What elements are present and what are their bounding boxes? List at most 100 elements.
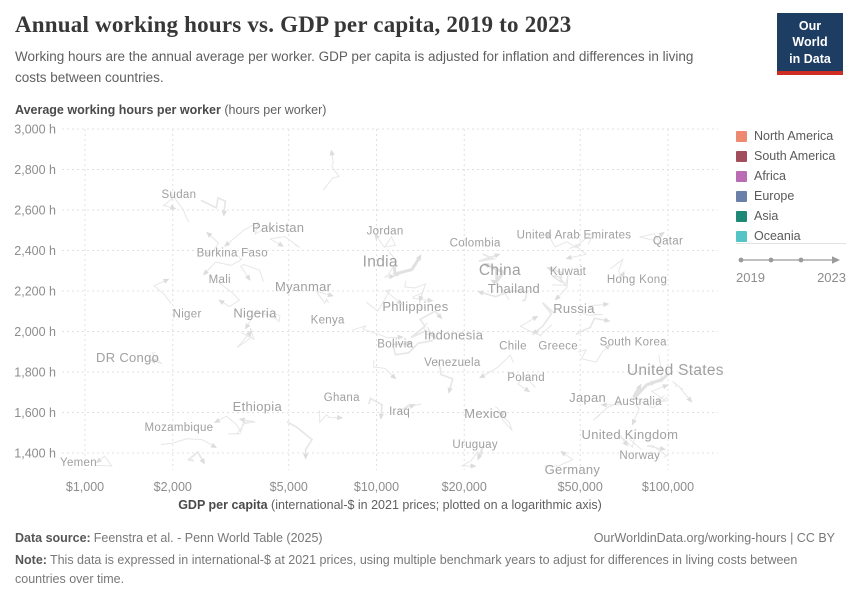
country-label-ethiopia[interactable]: Ethiopia — [233, 399, 283, 414]
footnote-text: This data is expressed in international-… — [15, 553, 798, 586]
legend-item-asia[interactable]: Asia — [736, 209, 835, 223]
country-label-niger[interactable]: Niger — [173, 308, 202, 320]
x-tick-label: $1,000 — [66, 480, 104, 494]
country-label-qatar[interactable]: Qatar — [653, 235, 683, 247]
country-label-south-korea[interactable]: South Korea — [600, 337, 668, 349]
legend-item-south-america[interactable]: South America — [736, 149, 835, 163]
country-label-ghana[interactable]: Ghana — [324, 392, 360, 404]
legend-label: Oceania — [754, 229, 801, 243]
country-label-hong-kong[interactable]: Hong Kong — [607, 274, 667, 286]
country-label-iraq[interactable]: Iraq — [389, 406, 410, 418]
continent-legend: North America South America Africa Europ… — [736, 129, 835, 249]
country-label-norway[interactable]: Norway — [619, 450, 660, 462]
gridlines — [62, 128, 718, 470]
color-swatch-icon — [736, 130, 747, 142]
timeline-arrow-icon — [832, 256, 840, 264]
page-title: Annual working hours vs. GDP per capita,… — [15, 12, 572, 37]
footnote: Note: This data is expressed in internati… — [15, 551, 835, 589]
y-tick-label: 2,400 h — [14, 244, 56, 258]
owid-logo-line2: in Data — [789, 51, 831, 66]
timeline-slider[interactable] — [736, 253, 846, 267]
legend-label: South America — [754, 149, 836, 163]
country-label-burkina-faso[interactable]: Burkina Faso — [197, 248, 268, 260]
data-source: Data source: Feenstra et al. - Penn World… — [15, 531, 323, 545]
y-tick-label: 2,200 h — [14, 285, 56, 299]
series-trails — [95, 149, 693, 469]
x-tick-label: $50,000 — [558, 480, 603, 494]
country-label-kenya[interactable]: Kenya — [311, 314, 345, 326]
color-swatch-icon — [736, 170, 747, 182]
footnote-label: Note: — [15, 553, 47, 567]
country-label-united-arab-emirates[interactable]: United Arab Emirates — [517, 229, 632, 241]
country-label-chile[interactable]: Chile — [499, 341, 527, 353]
country-label-australia[interactable]: Australia — [614, 396, 662, 408]
page-subtitle: Working hours are the annual average per… — [15, 49, 694, 85]
country-label-poland[interactable]: Poland — [507, 372, 545, 384]
legend-item-europe[interactable]: Europe — [736, 189, 835, 203]
legend-label: Africa — [754, 169, 786, 183]
color-swatch-icon — [736, 150, 747, 162]
axis-ticks: 3,000 h 2,800 h 2,600 h 2,400 h 2,200 h 2,000… — [14, 123, 694, 495]
y-axis-title: Average working hours per worker (hours … — [15, 103, 326, 117]
country-label-mexico[interactable]: Mexico — [464, 406, 507, 421]
chart-footer: Data source: Feenstra et al. - Penn World… — [15, 531, 835, 589]
legend-label: Asia — [754, 209, 779, 223]
country-label-philippines[interactable]: Philippines — [382, 299, 448, 314]
country-label-bolivia[interactable]: Bolivia — [377, 339, 413, 351]
country-label-china[interactable]: China — [479, 262, 521, 279]
y-tick-label: 1,600 h — [14, 406, 56, 420]
country-label-dr-congo[interactable]: DR Congo — [96, 350, 159, 365]
country-label-indonesia[interactable]: Indonesia — [424, 328, 484, 343]
timeline-end-year[interactable]: 2023 — [817, 270, 846, 285]
y-tick-label: 2,000 h — [14, 325, 56, 339]
timeline-years: 2019 2023 — [736, 270, 846, 285]
legend-item-oceania[interactable]: Oceania — [736, 229, 835, 243]
country-label-pakistan[interactable]: Pakistan — [252, 220, 304, 235]
legend-item-north-america[interactable]: North America — [736, 129, 835, 143]
x-tick-label: $20,000 — [442, 480, 487, 494]
data-source-label: Data source: — [15, 531, 91, 545]
country-label-mali[interactable]: Mali — [209, 274, 231, 286]
country-label-nigeria[interactable]: Nigeria — [233, 305, 277, 320]
owid-logo[interactable]: Our World in Data — [777, 13, 843, 75]
country-label-united-states[interactable]: United States — [627, 362, 724, 379]
country-label-greece[interactable]: Greece — [538, 341, 578, 353]
country-label-jordan[interactable]: Jordan — [367, 225, 404, 237]
country-label-united-kingdom[interactable]: United Kingdom — [582, 427, 679, 442]
country-label-uruguay[interactable]: Uruguay — [452, 439, 498, 451]
country-label-kuwait[interactable]: Kuwait — [550, 266, 587, 278]
owid-logo-line1: Our World — [792, 19, 828, 50]
x-tick-label: $5,000 — [270, 480, 308, 494]
timeline-control[interactable]: 2019 2023 — [736, 243, 846, 285]
country-label-thailand[interactable]: Thailand — [488, 281, 540, 296]
legend-item-africa[interactable]: Africa — [736, 169, 835, 183]
x-tick-label: $2,000 — [154, 480, 192, 494]
color-swatch-icon — [736, 190, 747, 202]
y-tick-label: 3,000 h — [14, 123, 56, 137]
country-label-india[interactable]: India — [363, 254, 398, 271]
country-label-myanmar[interactable]: Myanmar — [275, 279, 332, 294]
y-tick-label: 2,600 h — [14, 204, 56, 218]
country-label-russia[interactable]: Russia — [553, 301, 595, 316]
legend-label: Europe — [754, 189, 795, 203]
y-tick-label: 1,800 h — [14, 366, 56, 380]
chart-header: Annual working hours vs. GDP per capita,… — [15, 12, 843, 89]
country-label-japan[interactable]: Japan — [569, 390, 606, 405]
country-label-venezuela[interactable]: Venezuela — [424, 357, 481, 369]
country-label-sudan[interactable]: Sudan — [162, 189, 197, 201]
data-source-text: Feenstra et al. - Penn World Table (2025… — [93, 531, 323, 545]
y-tick-label: 1,400 h — [14, 447, 56, 461]
country-label-germany[interactable]: Germany — [545, 462, 601, 477]
x-tick-label: $10,000 — [354, 480, 399, 494]
color-swatch-icon — [736, 230, 747, 242]
owid-link[interactable]: OurWorldinData.org/working-hours | CC BY — [593, 531, 835, 545]
country-label-colombia[interactable]: Colombia — [450, 237, 501, 249]
timeline-divider — [736, 243, 846, 244]
legend-label: North America — [754, 129, 834, 143]
timeline-start-year[interactable]: 2019 — [736, 270, 765, 285]
x-tick-label: $100,000 — [642, 480, 694, 494]
country-label-mozambique[interactable]: Mozambique — [145, 422, 214, 434]
country-label-yemen[interactable]: Yemen — [60, 457, 97, 469]
